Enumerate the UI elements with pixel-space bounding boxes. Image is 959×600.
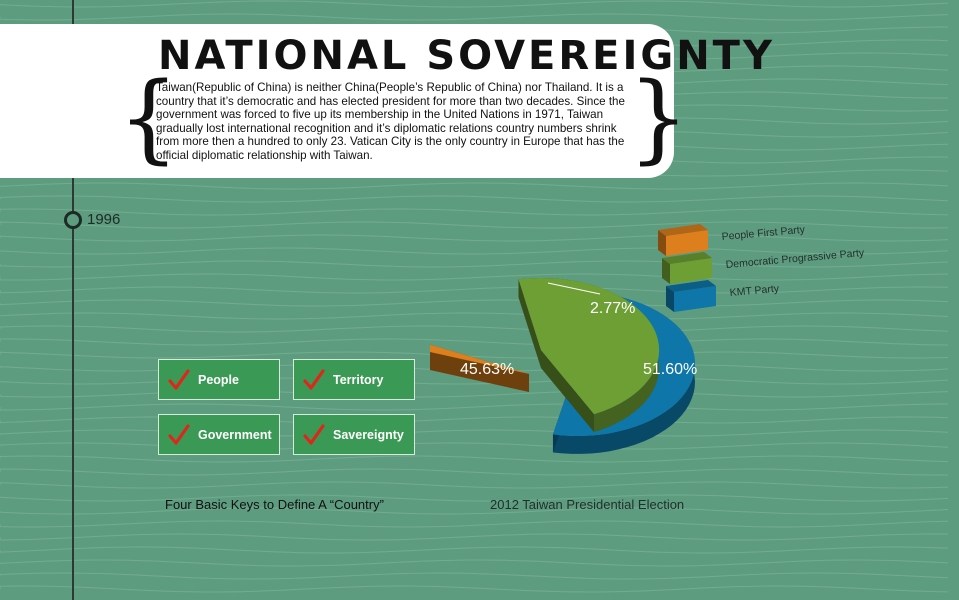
data-label: 51.60% [643,361,697,378]
legend-swatch-side [658,230,666,256]
key-label: People [198,372,239,387]
wave-line [0,468,948,476]
wave-line [0,208,949,216]
legend-swatch-front [666,230,708,256]
chart-title: 2012 Taiwan Presidential Election [490,497,685,512]
wave-line [0,221,949,229]
wave-line [0,533,949,541]
wave-line [0,559,949,567]
wave-line [0,429,949,437]
key-label: Government [198,427,272,442]
page-title: NATIONAL SOVEREIGNTY [158,33,775,79]
legend-swatch-front [674,286,716,312]
wave-line [0,481,949,489]
key-sovereignty: Savereignty [293,414,415,455]
legend-swatch-front [670,258,712,284]
election-pie-chart: 51.60% 45.63% 2.77% People First Party Democ… [430,224,865,454]
checkmark-icon [303,423,325,445]
pie-slice-top [430,344,529,374]
key-label: Territory [333,372,384,387]
left-brace-icon: { [118,62,180,174]
data-label: 2.77% [590,300,635,317]
leader-line [547,282,601,295]
timeline-line [72,0,74,600]
key-government: Government [158,414,280,455]
wave-line [0,182,949,190]
key-grid: People Territory Government Savereignty [158,359,418,457]
pie-slice [430,344,529,392]
intro-paragraph: Taiwan(Republic of China) is neither Chi… [156,81,625,162]
wave-line [0,494,949,502]
checkmark-icon [168,423,190,445]
checkmark-icon [303,368,325,390]
wave-line [0,247,949,255]
timeline-marker-icon [64,211,82,229]
pie-slice-face [518,279,541,368]
wave-line [0,403,948,411]
pie-slice-face [541,350,595,433]
wave-line [0,195,949,203]
pie-slice-top [518,277,660,415]
timeline-year: 1996 [87,211,121,228]
legend-swatch-side [662,258,670,284]
header-card [0,24,674,178]
data-label: 45.63% [460,361,514,378]
legend-item: Democratic Prograssive Party [662,247,865,284]
legend-swatch-top [662,252,712,264]
wave-line [0,585,949,593]
legend-label: KMT Party [729,283,780,299]
wave-line [0,390,949,398]
keys-caption: Four Basic Keys to Define A “Country” [165,497,384,512]
wave-line [0,442,949,450]
wave-line [0,325,949,333]
wave-line [0,273,949,281]
legend-swatch-top [666,280,716,292]
legend-item: KMT Party [666,280,780,312]
wave-line [0,13,949,21]
pie-slice [518,277,660,433]
key-label: Savereignty [333,427,404,442]
wave-line [0,520,949,528]
wave-line [0,546,949,554]
wave-line [0,377,949,385]
wave-line [0,312,949,320]
legend-item: People First Party [658,224,806,256]
wave-line [0,234,949,242]
right-brace-icon: } [628,62,690,174]
wave-line [0,260,949,268]
wave-line [0,286,949,294]
legend-label: People First Party [721,224,806,243]
legend-label: Democratic Prograssive Party [725,247,865,271]
key-territory: Territory [293,359,415,400]
wave-line [0,299,949,307]
wave-line [0,338,949,346]
pie-slice-side [553,292,695,454]
key-people: People [158,359,280,400]
wave-line [0,0,949,8]
wave-line [0,455,949,463]
wave-line [0,507,949,515]
checkmark-icon [168,368,190,390]
wave-line [0,416,949,424]
wave-line [0,572,949,580]
legend-swatch-top [658,224,708,236]
legend-swatch-side [666,286,674,312]
